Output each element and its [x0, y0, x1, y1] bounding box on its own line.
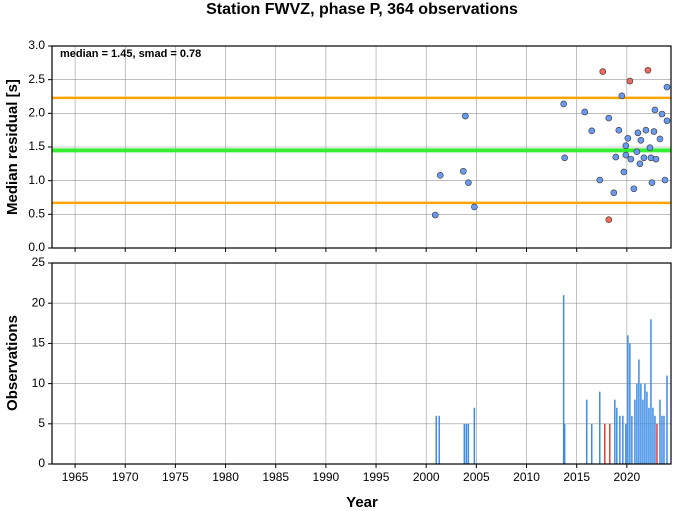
plot-frame — [51, 45, 672, 249]
point — [642, 126, 650, 134]
point — [646, 144, 654, 151]
point — [650, 128, 658, 135]
x-tick-label: 1980 — [212, 470, 239, 484]
point — [618, 92, 626, 100]
plot-area — [52, 263, 671, 464]
x-tick-label: 2020 — [614, 470, 641, 484]
x-tick-label: 1970 — [112, 470, 139, 484]
point — [648, 179, 656, 186]
point — [656, 135, 664, 143]
point — [460, 167, 467, 175]
y-tick-label: 2.0 — [28, 106, 45, 120]
point — [612, 153, 620, 161]
y-tick-label: 1.5 — [28, 139, 45, 153]
x-tick-label: 2005 — [463, 470, 490, 484]
point — [630, 185, 638, 193]
point — [640, 154, 648, 162]
point — [605, 216, 613, 224]
y-tick-label: 20 — [32, 295, 46, 309]
point — [636, 160, 644, 168]
x-axis-label: Year — [346, 494, 378, 511]
point — [661, 176, 669, 184]
y-tick-label: 25 — [32, 255, 46, 269]
point — [599, 68, 607, 75]
point — [624, 134, 632, 142]
x-tick-label: 1975 — [162, 470, 189, 484]
point — [637, 136, 645, 144]
point — [431, 211, 439, 219]
point — [622, 142, 630, 149]
point — [560, 100, 567, 108]
point — [610, 189, 618, 197]
point — [626, 77, 634, 85]
chart-title: Station FWVZ, phase P, 364 observations — [206, 1, 518, 18]
y-tick-label: 15 — [32, 336, 46, 350]
x-tick-label: 1990 — [313, 470, 340, 484]
point — [663, 83, 671, 91]
point — [462, 112, 469, 120]
point — [471, 203, 478, 211]
point — [663, 117, 671, 125]
point — [633, 148, 641, 156]
point — [644, 66, 652, 74]
y-tick-label: 1.0 — [28, 173, 45, 187]
point — [622, 151, 630, 159]
point — [588, 127, 596, 135]
point — [561, 154, 568, 162]
y-tick-label: 5 — [38, 416, 45, 430]
y-tick-label: 0.0 — [28, 240, 45, 254]
y-axis-label: Observations — [4, 315, 21, 411]
point — [651, 106, 659, 114]
y-tick-label: 3.0 — [28, 38, 45, 52]
x-tick-label: 1995 — [363, 470, 390, 484]
point — [465, 179, 472, 186]
point — [436, 171, 444, 179]
point — [627, 155, 635, 163]
plot-frame — [51, 262, 672, 465]
x-tick-label: 1985 — [262, 470, 289, 484]
point — [634, 129, 642, 137]
annotation: median = 1.45, smad = 0.78 — [60, 48, 201, 60]
point — [620, 168, 628, 176]
point — [581, 108, 589, 116]
x-tick-label: 1965 — [62, 470, 89, 484]
point — [615, 126, 623, 134]
x-tick-label: 2010 — [513, 470, 540, 484]
y-axis-label: Median residual [s] — [4, 79, 21, 215]
point — [652, 155, 660, 163]
x-tick-label: 2000 — [413, 470, 440, 484]
point — [605, 114, 613, 122]
y-tick-label: 2.5 — [28, 72, 45, 86]
y-tick-label: 0 — [38, 456, 45, 470]
point — [596, 176, 604, 184]
y-tick-label: 0.5 — [28, 207, 45, 221]
x-tick-label: 2015 — [563, 470, 590, 484]
y-tick-label: 10 — [32, 376, 46, 390]
point — [658, 110, 666, 118]
